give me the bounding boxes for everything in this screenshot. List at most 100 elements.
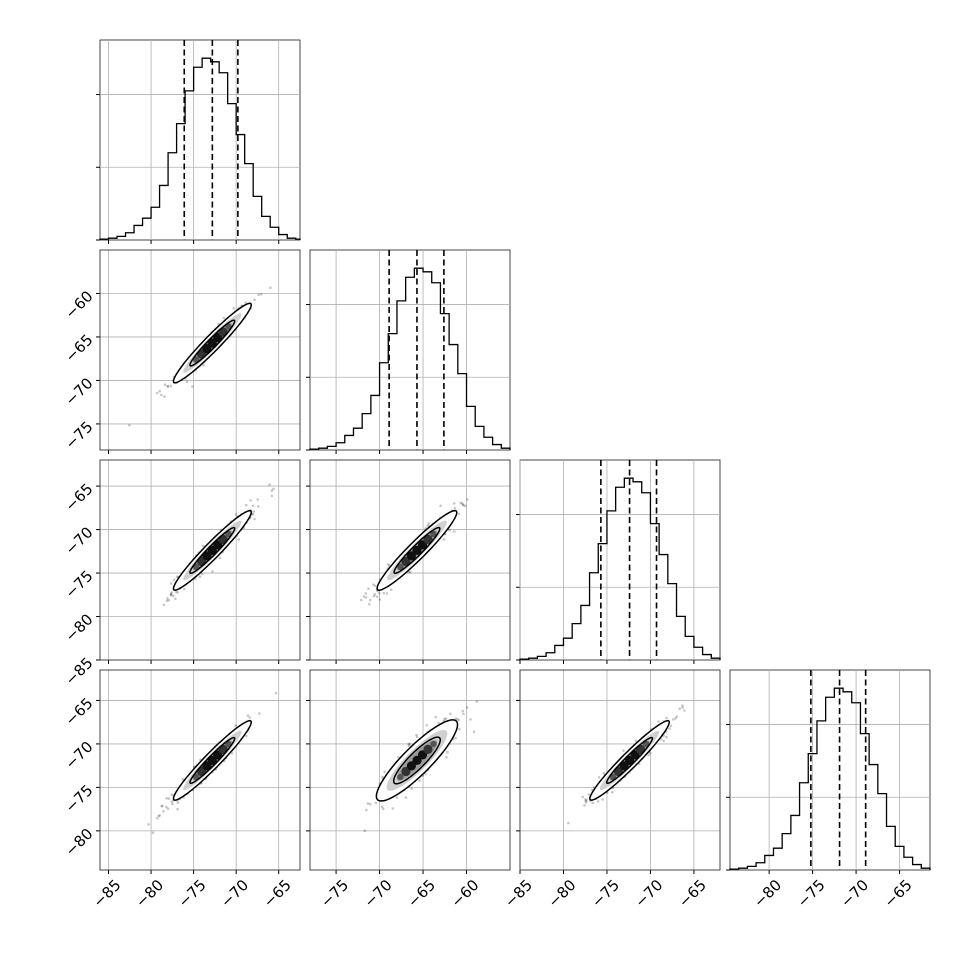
scatter-point <box>381 807 385 810</box>
scatter-point <box>407 744 411 747</box>
scatter-point <box>373 592 377 596</box>
contour-inner <box>393 526 441 575</box>
scatter-point <box>163 395 166 398</box>
scatter-point <box>381 775 384 779</box>
scatter-point <box>584 798 587 801</box>
scatter-point <box>166 384 170 388</box>
scatter-point <box>596 800 600 803</box>
contour-outer <box>375 719 459 802</box>
scatter-point <box>176 801 180 804</box>
scatter-point <box>198 575 202 578</box>
x-tick-label-dim0-1: −80 <box>132 876 167 911</box>
x-tick-label-dim1-2: −65 <box>404 876 439 911</box>
scatter-point <box>454 717 458 720</box>
scatter-point <box>364 592 368 595</box>
y-tick-label-row2-4: −85 <box>61 654 96 689</box>
scatter-point <box>169 593 173 597</box>
scatter-point <box>218 556 222 560</box>
panel-frame <box>309 669 511 871</box>
scatter-point <box>368 602 371 606</box>
density-peak <box>430 740 437 748</box>
x-tick-label-dim2-0: −85 <box>501 876 536 911</box>
scatter-point <box>272 487 275 491</box>
scatter-point <box>634 739 638 743</box>
scatter-point <box>448 528 452 532</box>
scatter-point <box>166 385 170 389</box>
scatter-point <box>459 501 463 505</box>
scatter-point <box>584 800 588 804</box>
x-tick-label-dim2-2: −75 <box>588 876 623 911</box>
scatter-point <box>674 717 677 720</box>
scatter-point <box>683 709 686 712</box>
x-tick-label-dim3-0: −80 <box>750 876 785 911</box>
scatter-point <box>591 801 595 805</box>
scatter-point <box>581 795 585 799</box>
marginal-panel-1 <box>306 249 511 454</box>
contour-inner <box>605 736 654 785</box>
scatter-point <box>244 301 247 304</box>
scatter-point <box>372 594 376 598</box>
scatter-point <box>257 293 261 297</box>
scatter-point <box>253 517 256 521</box>
histogram-0 <box>99 57 301 240</box>
x-tick-label-dim1-1: −70 <box>361 876 396 911</box>
scatter-point <box>366 802 370 805</box>
scatter-point <box>461 709 465 713</box>
scatter-point <box>269 286 272 290</box>
scatter-point <box>200 572 204 576</box>
joint-panel-0-2 <box>96 459 301 664</box>
scatter-point <box>585 798 588 802</box>
joint-panel-0-3 <box>96 669 301 874</box>
density-peak <box>423 744 433 755</box>
scatter-point <box>601 798 604 801</box>
scatter-point <box>170 591 173 594</box>
scatter-point <box>415 733 418 737</box>
scatter-point <box>172 594 175 598</box>
scatter-point <box>362 595 366 598</box>
x-tick-label-dim3-2: −70 <box>837 876 872 911</box>
scatter-point <box>202 363 205 367</box>
scatter-point <box>157 814 160 818</box>
x-tick-label-dim3-1: −75 <box>794 876 829 911</box>
panel-frame <box>99 669 301 871</box>
scatter-point <box>681 704 684 707</box>
histogram-2 <box>519 477 721 660</box>
scatter-point <box>374 801 378 805</box>
scatter-point <box>583 804 586 807</box>
y-tick-label-row1-3: −75 <box>61 418 96 453</box>
scatter-point <box>584 800 588 803</box>
contour-inner <box>189 319 236 367</box>
scatter-point <box>649 751 652 755</box>
y-tick-label-row3-3: −80 <box>61 825 96 860</box>
scatter-point <box>410 787 414 790</box>
scatter-point <box>167 599 171 602</box>
contour-outer <box>589 719 671 801</box>
contour-outer <box>172 719 252 801</box>
x-tick-label-dim0-4: −65 <box>260 876 295 911</box>
scatter-point <box>171 802 174 806</box>
scatter-point <box>453 530 456 533</box>
scatter-point <box>391 807 395 810</box>
y-tick-label-row3-0: −65 <box>61 694 96 729</box>
x-tick-label-dim0-2: −75 <box>175 876 210 911</box>
contour-inner <box>189 736 236 785</box>
scatter-point <box>602 771 606 775</box>
scatter-point <box>165 797 168 800</box>
scatter-point <box>165 805 168 809</box>
scatter-point <box>446 750 449 754</box>
marginal-panel-2 <box>516 459 721 664</box>
scatter-point <box>274 691 278 695</box>
scatter-point <box>246 714 250 717</box>
y-tick-label-row2-3: −80 <box>61 610 96 645</box>
contour-outer <box>172 302 252 384</box>
scatter-point <box>461 503 465 506</box>
scatter-point <box>415 735 419 738</box>
scatter-point <box>669 724 673 728</box>
density-peak <box>609 773 617 781</box>
scatter-point <box>453 506 457 510</box>
scatter-point <box>181 777 185 781</box>
scatter-point <box>372 583 375 586</box>
scatter-point <box>472 730 476 733</box>
scatter-point <box>172 578 176 581</box>
scatter-point <box>363 829 367 832</box>
